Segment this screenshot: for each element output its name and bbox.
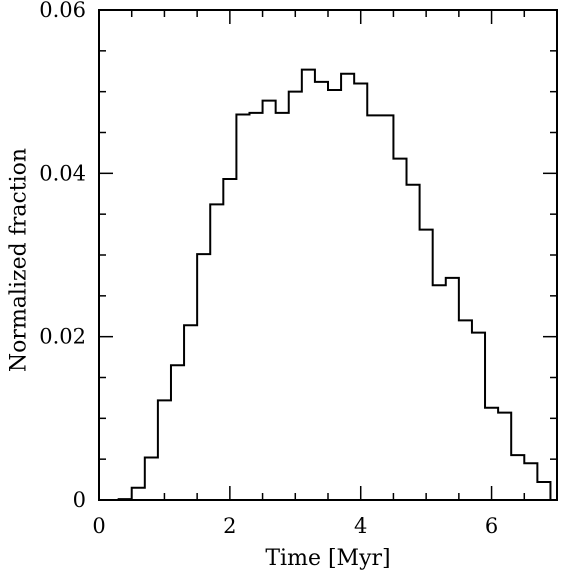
y-tick-label: 0.06	[39, 0, 86, 22]
x-tick-label: 0	[92, 514, 105, 538]
x-tick-label: 4	[354, 514, 367, 538]
histogram-step-line	[117, 68, 552, 501]
y-tick-label: 0.02	[39, 325, 86, 349]
x-tick-label: 6	[485, 514, 498, 538]
plot-frame	[98, 9, 558, 501]
tick-labels: 0 2 4 6 0 0.02 0.04 0.06	[39, 0, 498, 538]
y-tick-label: 0	[73, 488, 86, 512]
axis-ticks	[98, 9, 558, 501]
x-tick-label: 2	[223, 514, 236, 538]
y-tick-label: 0.04	[39, 161, 86, 185]
y-axis-label: Normalized fraction	[7, 148, 32, 372]
x-axis-label: Time [Myr]	[265, 546, 390, 571]
